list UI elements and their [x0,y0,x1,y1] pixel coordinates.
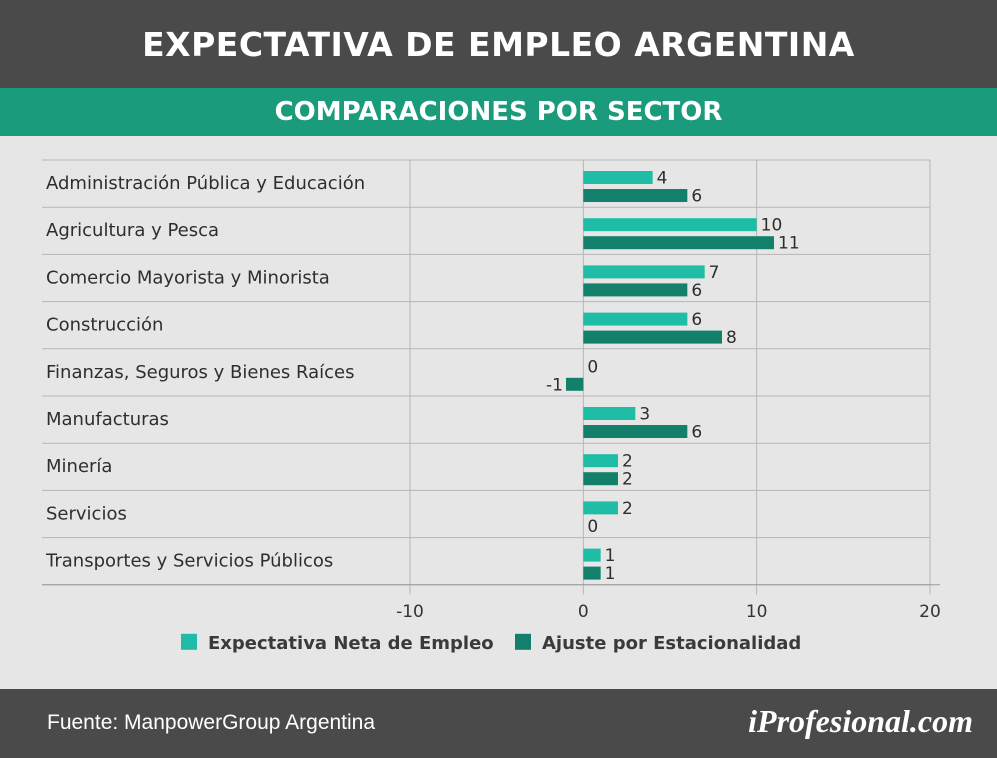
bar [583,312,688,326]
bar [583,283,688,297]
data-label: 0 [587,357,598,377]
data-label: 3 [639,405,650,425]
category-label: Comercio Mayorista y Minorista [46,267,330,288]
legend-label: Ajuste por Estacionalidad [542,633,801,654]
bar [583,548,601,562]
bar [583,566,601,580]
bar [583,236,774,250]
bar [583,407,636,420]
data-label: 1 [605,546,616,566]
page-subtitle: COMPARACIONES POR SECTOR [274,97,723,127]
legend-swatch [181,633,197,650]
data-label: 2 [622,452,633,472]
title-bar: EXPECTATIVA DE EMPLEO ARGENTINA [0,0,997,88]
data-label: 6 [691,423,702,443]
bar [583,330,722,344]
category-label: Administración Pública y Educación [46,173,365,194]
footer: Fuente: ManpowerGroup Argentina iProfesi… [0,689,997,758]
legend-label: Expectativa Neta de Empleo [208,633,494,654]
bar [583,425,688,438]
data-label: 8 [726,328,737,348]
data-label: 4 [657,169,668,189]
data-label: 6 [691,281,702,301]
category-label: Finanzas, Seguros y Bienes Raíces [46,362,355,383]
page-title: EXPECTATIVA DE EMPLEO ARGENTINA [142,24,855,64]
legend-swatch [515,633,531,650]
x-tick-label: 0 [578,602,589,622]
bar [583,472,618,486]
data-label: 2 [622,470,633,490]
data-label: -1 [546,375,563,395]
data-label: 10 [761,216,783,236]
subtitle-bar: COMPARACIONES POR SECTOR [0,88,997,136]
bar [583,501,618,515]
bar [583,265,705,279]
x-tick-label: 20 [919,602,941,622]
data-label: 7 [709,263,720,283]
data-label: 0 [587,517,598,537]
x-tick-label: -10 [396,602,424,622]
source-text: Fuente: ManpowerGroup Argentina [47,711,376,734]
category-label: Servicios [46,503,127,524]
bar [583,454,618,468]
bar [583,189,688,202]
category-label: Agricultura y Pesca [46,220,219,241]
category-label: Construcción [46,315,163,336]
category-label: Transportes y Servicios Públicos [45,551,333,572]
brand-logo: iProfesional.com [748,703,973,739]
data-label: 6 [691,187,702,207]
bar [583,218,757,232]
category-label: Manufacturas [46,409,169,430]
bar [566,377,584,391]
x-tick-label: 10 [746,602,768,622]
data-label: 6 [691,310,702,330]
data-label: 11 [778,234,800,254]
data-label: 1 [605,564,616,584]
data-label: 2 [622,499,633,519]
bar [583,171,653,184]
category-label: Minería [46,456,112,477]
